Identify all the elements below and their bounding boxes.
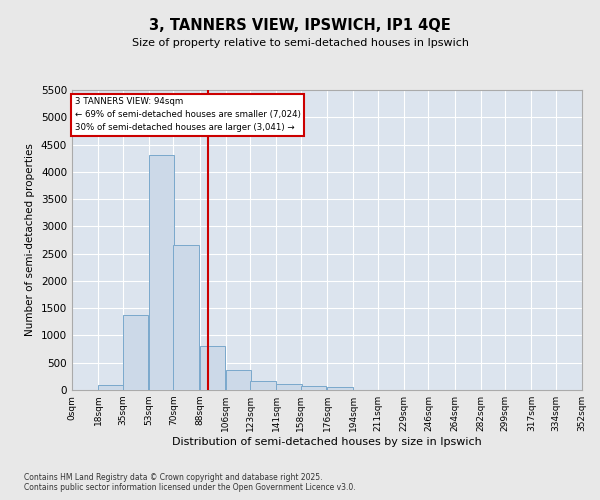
Bar	[276, 384, 302, 390]
Text: 3, TANNERS VIEW, IPSWICH, IP1 4QE: 3, TANNERS VIEW, IPSWICH, IP1 4QE	[149, 18, 451, 32]
Text: 3 TANNERS VIEW: 94sqm
← 69% of semi-detached houses are smaller (7,024)
30% of s: 3 TANNERS VIEW: 94sqm ← 69% of semi-deta…	[75, 97, 301, 132]
Bar	[123, 314, 148, 390]
Bar	[327, 387, 353, 390]
Bar	[301, 386, 326, 390]
Bar	[149, 156, 174, 390]
Bar	[98, 384, 124, 390]
Text: Contains HM Land Registry data © Crown copyright and database right 2025.: Contains HM Land Registry data © Crown c…	[24, 472, 323, 482]
Y-axis label: Number of semi-detached properties: Number of semi-detached properties	[25, 144, 35, 336]
Text: Contains public sector information licensed under the Open Government Licence v3: Contains public sector information licen…	[24, 482, 356, 492]
X-axis label: Distribution of semi-detached houses by size in Ipswich: Distribution of semi-detached houses by …	[172, 437, 482, 447]
Bar	[199, 346, 225, 390]
Text: Size of property relative to semi-detached houses in Ipswich: Size of property relative to semi-detach…	[131, 38, 469, 48]
Bar	[173, 246, 199, 390]
Bar	[226, 370, 251, 390]
Bar	[250, 380, 276, 390]
